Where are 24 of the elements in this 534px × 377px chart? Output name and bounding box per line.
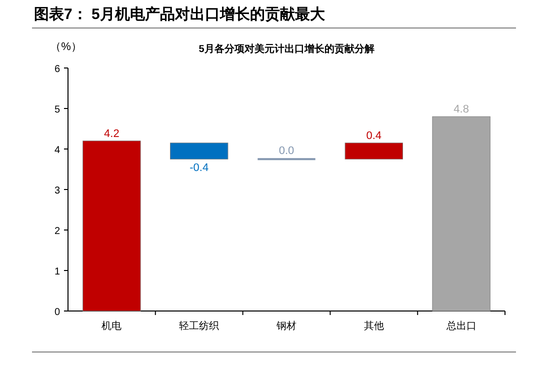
y-tick-label: 6 — [54, 64, 60, 75]
y-tick-label: 0 — [54, 307, 60, 318]
bar — [82, 140, 141, 312]
x-tick-label: 轻工纺织 — [179, 320, 220, 332]
data-label: 0.4 — [366, 130, 382, 142]
x-tick-label: 总出口 — [445, 320, 476, 332]
data-label: 0.0 — [278, 145, 294, 158]
chart-subtitle: 5月各分项对美元计出口增长的贡献分解 — [198, 43, 374, 55]
chart-title: 图表7： 5月机电产品对出口增长的贡献最大 — [34, 6, 326, 23]
data-label: 4.2 — [104, 128, 120, 140]
x-tick-label: 机电 — [102, 320, 122, 332]
y-tick-label: 2 — [54, 226, 60, 237]
bar — [170, 142, 228, 160]
y-tick-label: 4 — [54, 145, 60, 156]
y-tick-label: 5 — [54, 104, 60, 116]
data-label: -0.4 — [190, 162, 209, 174]
y-axis-title: （%） — [50, 41, 82, 53]
bar — [344, 142, 403, 160]
x-tick-label: 钢材 — [276, 320, 296, 332]
x-tick-label: 其他 — [364, 320, 384, 332]
y-tick-label: 1 — [54, 266, 60, 278]
y-tick-label: 3 — [54, 186, 60, 196]
data-label: 4.8 — [454, 104, 469, 116]
bar — [432, 116, 490, 312]
